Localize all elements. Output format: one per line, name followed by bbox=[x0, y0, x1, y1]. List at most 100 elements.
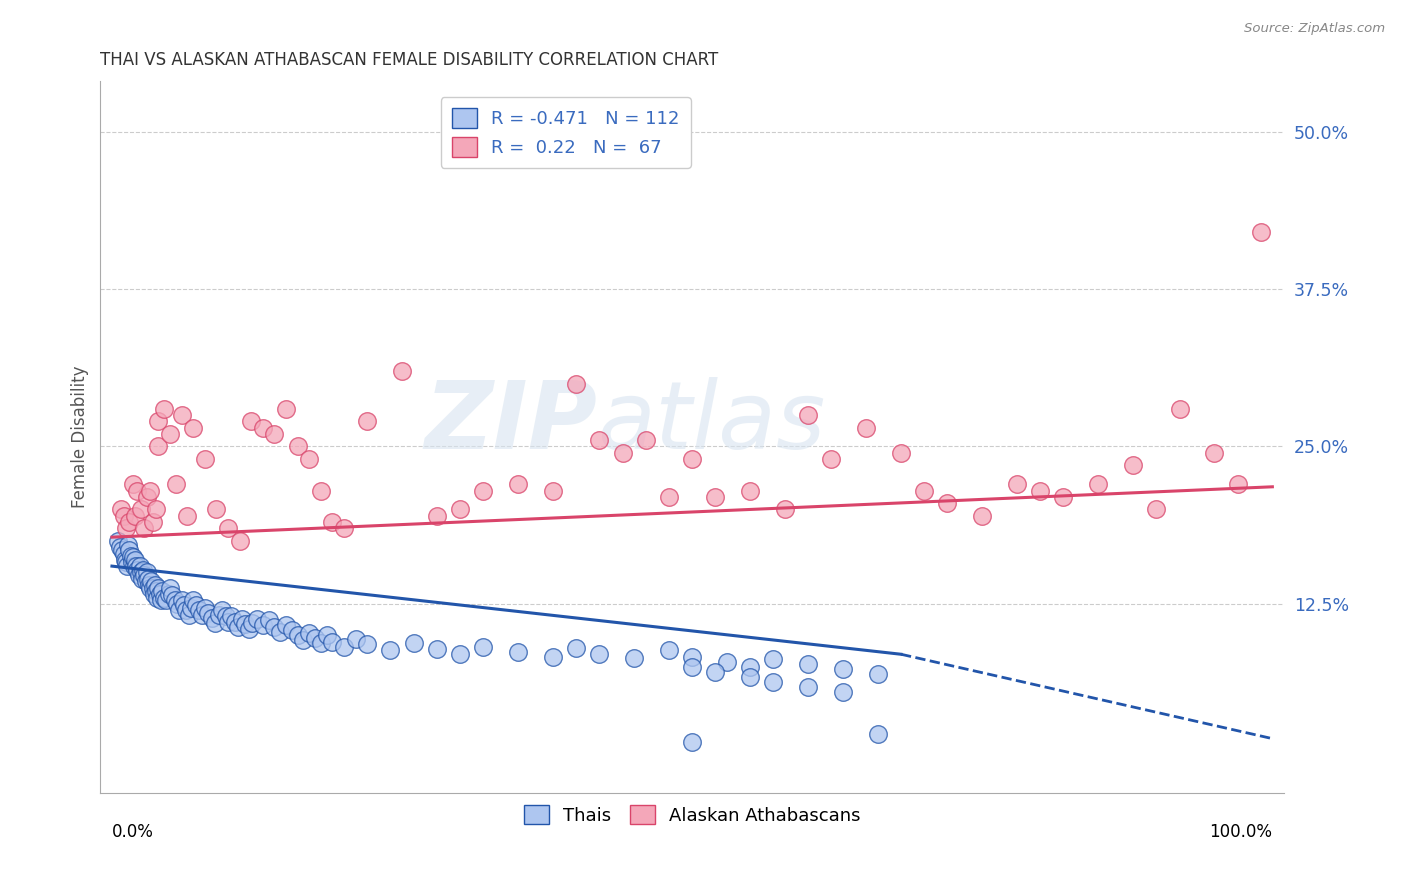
Point bbox=[972, 508, 994, 523]
Point bbox=[111, 542, 134, 557]
Point bbox=[146, 591, 169, 605]
Point bbox=[344, 632, 367, 647]
Point bbox=[797, 408, 820, 422]
Point bbox=[866, 667, 889, 681]
Point bbox=[402, 636, 425, 650]
Point bbox=[148, 581, 170, 595]
Point bbox=[228, 619, 250, 633]
Point bbox=[380, 643, 402, 657]
Point bbox=[197, 606, 219, 620]
Point bbox=[121, 555, 143, 569]
Point bbox=[1087, 477, 1109, 491]
Point bbox=[121, 550, 143, 565]
Point bbox=[141, 574, 163, 589]
Point bbox=[142, 515, 165, 529]
Point bbox=[188, 603, 211, 617]
Point bbox=[274, 401, 297, 416]
Point bbox=[177, 608, 200, 623]
Point bbox=[221, 609, 243, 624]
Point bbox=[139, 483, 162, 498]
Point bbox=[157, 587, 180, 601]
Point bbox=[148, 587, 170, 601]
Point bbox=[231, 612, 253, 626]
Point bbox=[658, 490, 681, 504]
Point bbox=[124, 553, 146, 567]
Point bbox=[167, 603, 190, 617]
Point bbox=[138, 578, 160, 592]
Point bbox=[112, 547, 135, 561]
Point bbox=[166, 597, 188, 611]
Point bbox=[1052, 490, 1074, 504]
Point bbox=[1005, 477, 1028, 491]
Point bbox=[281, 624, 304, 638]
Point bbox=[333, 640, 356, 654]
Point bbox=[134, 521, 156, 535]
Point bbox=[356, 414, 378, 428]
Point bbox=[588, 647, 610, 661]
Point bbox=[205, 502, 228, 516]
Point bbox=[304, 631, 326, 645]
Point bbox=[165, 477, 187, 491]
Point bbox=[681, 649, 703, 664]
Point bbox=[762, 675, 785, 690]
Point bbox=[145, 502, 167, 516]
Point bbox=[315, 628, 337, 642]
Point bbox=[120, 549, 142, 563]
Point bbox=[131, 572, 153, 586]
Point bbox=[148, 414, 170, 428]
Point bbox=[634, 434, 657, 448]
Point bbox=[287, 440, 309, 454]
Point bbox=[681, 735, 703, 749]
Point bbox=[127, 563, 149, 577]
Point bbox=[148, 440, 170, 454]
Point bbox=[217, 615, 239, 629]
Point bbox=[1122, 458, 1144, 473]
Point bbox=[114, 553, 136, 567]
Point bbox=[124, 508, 146, 523]
Point bbox=[149, 593, 172, 607]
Point bbox=[472, 483, 495, 498]
Point bbox=[773, 502, 796, 516]
Point bbox=[117, 538, 139, 552]
Point bbox=[356, 637, 378, 651]
Point bbox=[287, 628, 309, 642]
Point bbox=[142, 581, 165, 595]
Point bbox=[740, 660, 762, 674]
Point bbox=[180, 600, 202, 615]
Point bbox=[426, 508, 449, 523]
Point bbox=[128, 568, 150, 582]
Point bbox=[136, 572, 159, 586]
Point bbox=[309, 483, 332, 498]
Point bbox=[1029, 483, 1052, 498]
Point bbox=[153, 401, 176, 416]
Point bbox=[115, 521, 138, 535]
Point bbox=[127, 483, 149, 498]
Point bbox=[170, 408, 193, 422]
Point bbox=[506, 477, 529, 491]
Point bbox=[449, 502, 471, 516]
Point bbox=[159, 581, 181, 595]
Point bbox=[159, 426, 181, 441]
Point bbox=[228, 533, 250, 548]
Point bbox=[211, 603, 233, 617]
Point bbox=[472, 640, 495, 654]
Point bbox=[132, 563, 155, 577]
Point bbox=[143, 578, 166, 592]
Point bbox=[252, 420, 274, 434]
Point bbox=[191, 608, 214, 623]
Point bbox=[128, 559, 150, 574]
Point bbox=[135, 490, 157, 504]
Point bbox=[108, 540, 131, 554]
Point bbox=[1144, 502, 1167, 516]
Point bbox=[240, 414, 263, 428]
Text: 0.0%: 0.0% bbox=[112, 823, 153, 841]
Point bbox=[890, 446, 912, 460]
Point bbox=[129, 566, 152, 580]
Point bbox=[246, 612, 269, 626]
Point bbox=[832, 685, 855, 699]
Point bbox=[912, 483, 935, 498]
Point bbox=[565, 376, 588, 391]
Point bbox=[1204, 446, 1226, 460]
Point bbox=[252, 618, 274, 632]
Text: atlas: atlas bbox=[598, 377, 825, 468]
